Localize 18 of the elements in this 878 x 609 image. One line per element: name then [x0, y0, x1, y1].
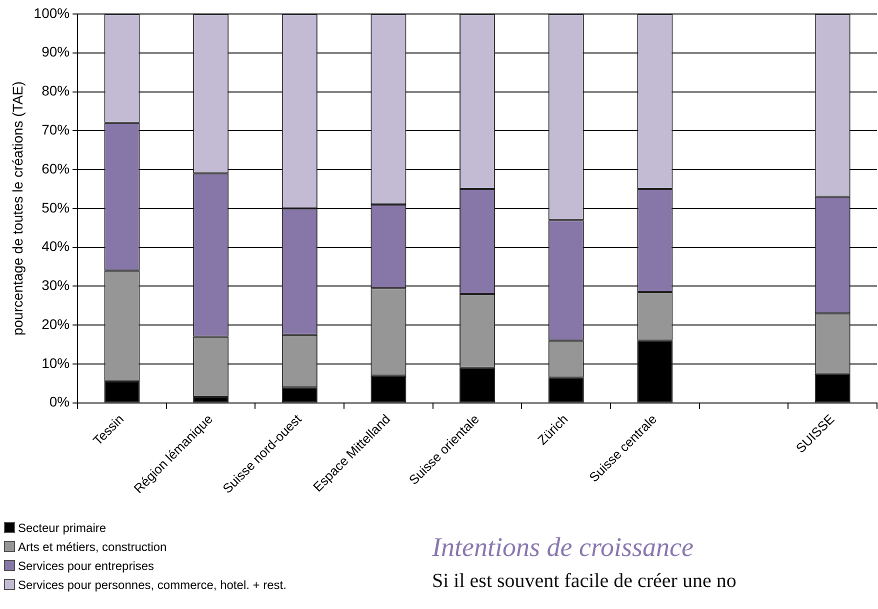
y-tick-label: 20% — [42, 316, 70, 332]
y-tick-label: 50% — [42, 199, 70, 216]
y-tick-label: 100% — [34, 4, 70, 21]
y-axis-title: pourcentage de toutes le créations (TAE) — [9, 81, 26, 336]
legend-label: Secteur primaire — [18, 520, 106, 534]
y-tick-label: 90% — [42, 44, 70, 60]
y-tick-label: 40% — [42, 238, 70, 254]
text: Si il est souvent facile de créer une no — [432, 570, 736, 593]
y-tick-label: 30% — [42, 277, 70, 294]
y-tick-label: 70% — [42, 122, 70, 138]
y-tick-label: 80% — [42, 82, 70, 99]
legend-label: Arts et métiers, construction — [18, 540, 167, 554]
y-tick-label: 0% — [49, 394, 70, 410]
y-tick-label: 10% — [42, 354, 70, 371]
legend-label: Services pour personnes, commerce, hotel. + rest. — [18, 578, 286, 592]
text: Intentions de croissance — [432, 532, 694, 563]
legend-label: Services pour entreprises — [18, 558, 154, 572]
y-tick-label: 60% — [42, 160, 70, 176]
